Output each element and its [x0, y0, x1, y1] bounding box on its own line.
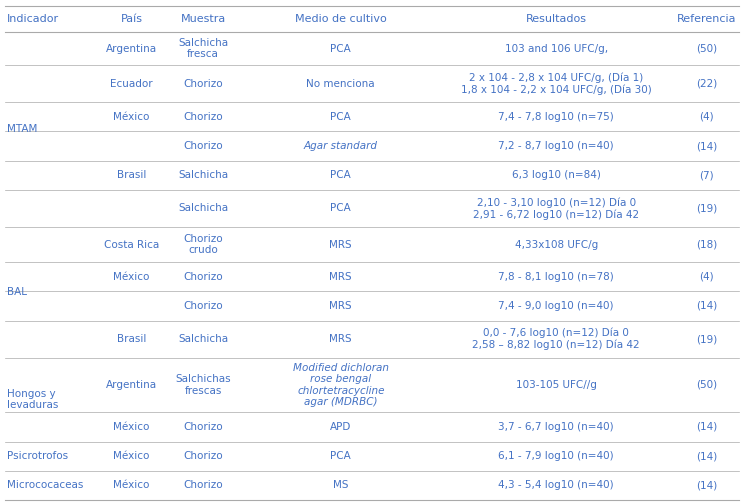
Text: 6,1 - 7,9 log10 (n=40): 6,1 - 7,9 log10 (n=40)	[498, 451, 614, 461]
Text: PCA: PCA	[330, 43, 351, 53]
Text: 6,3 log10 (n=84): 6,3 log10 (n=84)	[512, 170, 600, 180]
Text: MTAM: MTAM	[7, 124, 37, 135]
Text: (7): (7)	[699, 170, 714, 180]
Text: 3,7 - 6,7 log10 (n=40): 3,7 - 6,7 log10 (n=40)	[498, 422, 614, 432]
Text: Salchicha: Salchicha	[178, 334, 228, 344]
Text: (14): (14)	[696, 451, 717, 461]
Text: Indicador: Indicador	[7, 14, 59, 24]
Text: (50): (50)	[696, 380, 717, 390]
Text: MRS: MRS	[330, 272, 352, 282]
Text: Medio de cultivo: Medio de cultivo	[295, 14, 387, 24]
Text: No menciona: No menciona	[307, 79, 375, 89]
Text: 2 x 104 - 2,8 x 104 UFC/g, (Día 1)
1,8 x 104 - 2,2 x 104 UFC/g, (Día 30): 2 x 104 - 2,8 x 104 UFC/g, (Día 1) 1,8 x…	[461, 73, 652, 95]
Text: 7,2 - 8,7 log10 (n=40): 7,2 - 8,7 log10 (n=40)	[498, 141, 614, 151]
Text: 7,8 - 8,1 log10 (n=78): 7,8 - 8,1 log10 (n=78)	[498, 272, 614, 282]
Text: 103 and 106 UFC/g,: 103 and 106 UFC/g,	[504, 43, 608, 53]
Text: 0,0 - 7,6 log10 (n=12) Día 0
2,58 – 8,82 log10 (n=12) Día 42: 0,0 - 7,6 log10 (n=12) Día 0 2,58 – 8,82…	[472, 328, 640, 350]
Text: MS: MS	[333, 480, 348, 490]
Text: (4): (4)	[699, 272, 714, 282]
Text: 4,33x108 UFC/g: 4,33x108 UFC/g	[515, 239, 598, 249]
Text: APD: APD	[330, 422, 351, 432]
Text: México: México	[113, 272, 150, 282]
Text: México: México	[113, 451, 150, 461]
Text: Costa Rica: Costa Rica	[104, 239, 159, 249]
Text: Brasil: Brasil	[117, 334, 147, 344]
Text: Chorizo: Chorizo	[183, 422, 223, 432]
Text: 103-105 UFC//g: 103-105 UFC//g	[516, 380, 597, 390]
Text: (14): (14)	[696, 480, 717, 490]
Text: (50): (50)	[696, 43, 717, 53]
Text: (19): (19)	[696, 204, 717, 214]
Text: PCA: PCA	[330, 451, 351, 461]
Text: 7,4 - 7,8 log10 (n=75): 7,4 - 7,8 log10 (n=75)	[498, 112, 614, 122]
Text: País: País	[121, 14, 143, 24]
Text: Chorizo: Chorizo	[183, 451, 223, 461]
Text: Chorizo: Chorizo	[183, 480, 223, 490]
Text: Resultados: Resultados	[526, 14, 587, 24]
Text: Chorizo: Chorizo	[183, 112, 223, 122]
Text: Chorizo: Chorizo	[183, 272, 223, 282]
Text: 4,3 - 5,4 log10 (n=40): 4,3 - 5,4 log10 (n=40)	[498, 480, 614, 490]
Text: (14): (14)	[696, 141, 717, 151]
Text: México: México	[113, 422, 150, 432]
Text: Chorizo: Chorizo	[183, 141, 223, 151]
Text: Chorizo: Chorizo	[183, 301, 223, 311]
Text: Muestra: Muestra	[181, 14, 226, 24]
Text: Salchicha
fresca: Salchicha fresca	[178, 38, 228, 59]
Text: (22): (22)	[696, 79, 717, 89]
Text: 2,10 - 3,10 log10 (n=12) Día 0
2,91 - 6,72 log10 (n=12) Día 42: 2,10 - 3,10 log10 (n=12) Día 0 2,91 - 6,…	[473, 197, 639, 220]
Text: Argentina: Argentina	[106, 43, 157, 53]
Text: 7,4 - 9,0 log10 (n=40): 7,4 - 9,0 log10 (n=40)	[498, 301, 614, 311]
Text: Modified dichloran
rose bengal
chlortetracycline
agar (MDRBC): Modified dichloran rose bengal chlortetr…	[293, 362, 389, 407]
Text: Micrococaceas: Micrococaceas	[7, 480, 83, 490]
Text: PCA: PCA	[330, 204, 351, 214]
Text: Chorizo
crudo: Chorizo crudo	[183, 234, 223, 256]
Text: (18): (18)	[696, 239, 717, 249]
Text: Chorizo: Chorizo	[183, 79, 223, 89]
Text: Argentina: Argentina	[106, 380, 157, 390]
Text: PCA: PCA	[330, 112, 351, 122]
Text: Ecuador: Ecuador	[110, 79, 153, 89]
Text: (4): (4)	[699, 112, 714, 122]
Text: BAL: BAL	[7, 287, 27, 297]
Text: Brasil: Brasil	[117, 170, 147, 180]
Text: Salchicha: Salchicha	[178, 170, 228, 180]
Text: Salchicha: Salchicha	[178, 204, 228, 214]
Text: (14): (14)	[696, 301, 717, 311]
Text: Agar standard: Agar standard	[304, 141, 378, 151]
Text: (14): (14)	[696, 422, 717, 432]
Text: Psicrotrofos: Psicrotrofos	[7, 451, 68, 461]
Text: México: México	[113, 480, 150, 490]
Text: PCA: PCA	[330, 170, 351, 180]
Text: MRS: MRS	[330, 334, 352, 344]
Text: Hongos y
levaduras: Hongos y levaduras	[7, 389, 58, 410]
Text: Referencia: Referencia	[677, 14, 737, 24]
Text: (19): (19)	[696, 334, 717, 344]
Text: Salchichas
frescas: Salchichas frescas	[176, 374, 231, 396]
Text: MRS: MRS	[330, 239, 352, 249]
Text: MRS: MRS	[330, 301, 352, 311]
Text: México: México	[113, 112, 150, 122]
